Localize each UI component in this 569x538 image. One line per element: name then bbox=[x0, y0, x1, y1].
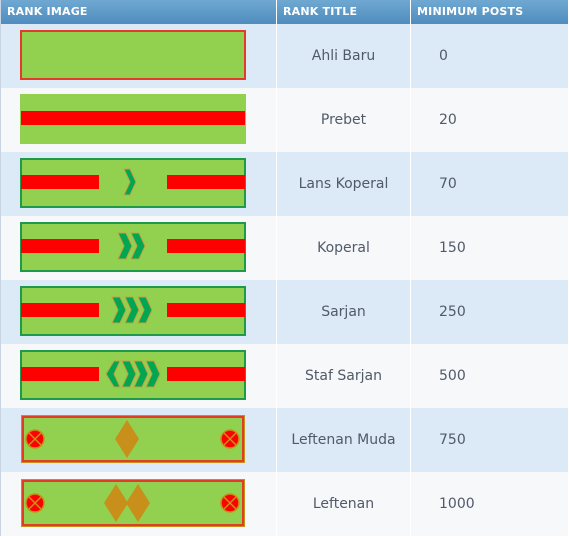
rank-image-cell bbox=[1, 216, 277, 280]
rank-min-posts: 1000 bbox=[411, 472, 569, 536]
table-row: Prebet 20 bbox=[1, 88, 569, 152]
chevron-icon bbox=[133, 360, 149, 388]
rank-image-cell bbox=[1, 344, 277, 408]
table-row: Leftenan Muda 750 bbox=[1, 408, 569, 472]
chevron-icon bbox=[111, 296, 127, 324]
chevron-icon bbox=[117, 232, 133, 260]
rank-badge-ahli-baru bbox=[20, 30, 246, 80]
chevron-icon bbox=[121, 360, 137, 388]
rank-min-posts: 70 bbox=[411, 152, 569, 216]
red-stripe bbox=[21, 111, 245, 125]
rank-min-posts: 0 bbox=[411, 24, 569, 88]
rank-min-posts: 20 bbox=[411, 88, 569, 152]
table-row: Ahli Baru 0 bbox=[1, 24, 569, 88]
header-minimum-posts[interactable]: MINIMUM POSTS bbox=[411, 0, 569, 24]
table-row: Koperal 150 bbox=[1, 216, 569, 280]
rank-title: Koperal bbox=[277, 216, 411, 280]
diamond-icon bbox=[115, 420, 139, 458]
rank-title: Prebet bbox=[277, 88, 411, 152]
rank-badge-lans-koperal bbox=[20, 158, 246, 208]
rank-image-cell bbox=[1, 280, 277, 344]
rank-title: Staf Sarjan bbox=[277, 344, 411, 408]
rank-title: Leftenan bbox=[277, 472, 411, 536]
chevron-left-icon bbox=[105, 360, 121, 388]
header-rank-title[interactable]: RANK TITLE bbox=[277, 0, 411, 24]
rank-image-cell bbox=[1, 24, 277, 88]
star-emblem-icon bbox=[220, 429, 240, 449]
chevron-icon bbox=[123, 168, 137, 196]
rank-badge-staf-sarjan bbox=[20, 350, 246, 400]
table-row: Staf Sarjan 500 bbox=[1, 344, 569, 408]
diamond-icon bbox=[104, 484, 128, 522]
rank-image-cell bbox=[1, 88, 277, 152]
rank-badge-prebet bbox=[20, 94, 246, 144]
rank-min-posts: 250 bbox=[411, 280, 569, 344]
rank-image-cell bbox=[1, 472, 277, 536]
table-header: RANK IMAGE RANK TITLE MINIMUM POSTS bbox=[1, 0, 569, 24]
diamond-icon bbox=[126, 484, 150, 522]
rank-badge-leftenan bbox=[21, 479, 245, 527]
rank-badge-leftenan-muda bbox=[21, 415, 245, 463]
star-emblem-icon bbox=[220, 493, 240, 513]
star-emblem-icon bbox=[25, 493, 45, 513]
rank-badge-sarjan bbox=[20, 286, 246, 336]
chevron-icon bbox=[124, 296, 140, 324]
rank-min-posts: 150 bbox=[411, 216, 569, 280]
star-emblem-icon bbox=[25, 429, 45, 449]
table-row: Leftenan 1000 bbox=[1, 472, 569, 536]
rank-title: Lans Koperal bbox=[277, 152, 411, 216]
chevron-icon bbox=[137, 296, 153, 324]
rank-min-posts: 750 bbox=[411, 408, 569, 472]
rank-badge-koperal bbox=[20, 222, 246, 272]
rank-title: Ahli Baru bbox=[277, 24, 411, 88]
table-row: Sarjan 250 bbox=[1, 280, 569, 344]
table-row: Lans Koperal 70 bbox=[1, 152, 569, 216]
rank-title: Sarjan bbox=[277, 280, 411, 344]
chevron-icon bbox=[145, 360, 161, 388]
rank-image-cell bbox=[1, 408, 277, 472]
chevron-icon bbox=[130, 232, 146, 260]
rank-min-posts: 500 bbox=[411, 344, 569, 408]
rank-title: Leftenan Muda bbox=[277, 408, 411, 472]
rank-image-cell bbox=[1, 152, 277, 216]
header-rank-image[interactable]: RANK IMAGE bbox=[1, 0, 277, 24]
